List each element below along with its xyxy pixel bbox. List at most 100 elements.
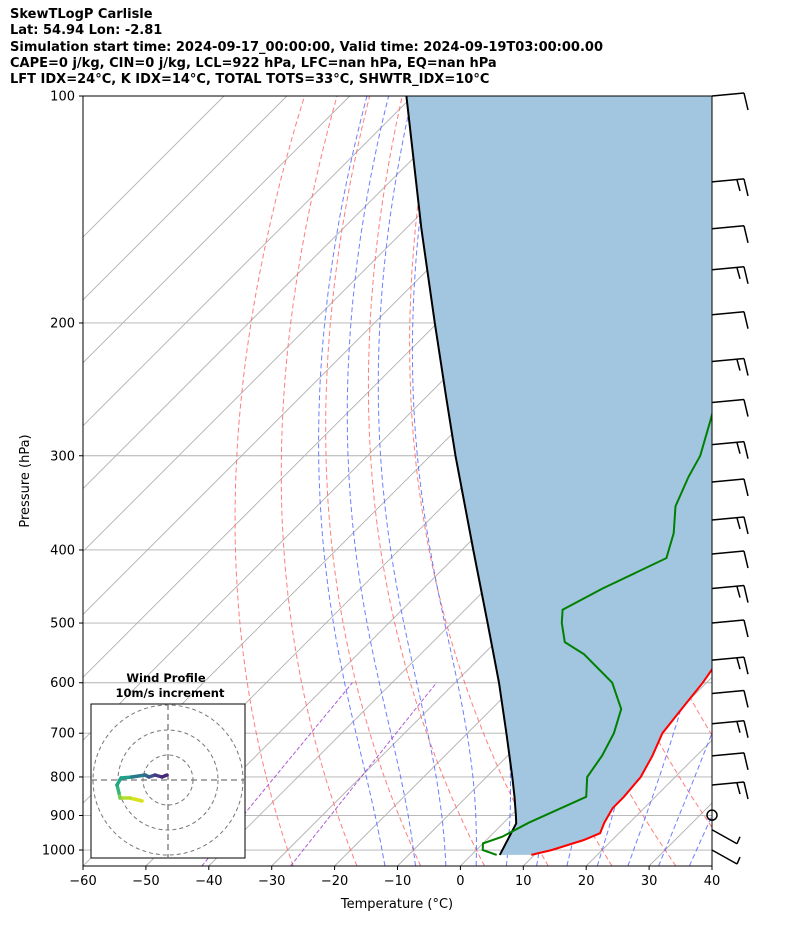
moist-adiabat-line xyxy=(346,96,416,866)
isotherm-line xyxy=(83,96,351,364)
dry-adiabat-line xyxy=(728,96,794,866)
wind-barb-feather xyxy=(743,781,749,800)
y-tick-label: 300 xyxy=(50,449,75,464)
wind-barb xyxy=(711,752,745,757)
y-tick-label: 600 xyxy=(50,676,75,691)
wind-barb-feather xyxy=(743,311,749,329)
wind-barb-feather xyxy=(736,782,741,795)
wind-barb xyxy=(711,266,745,271)
wind-barb xyxy=(711,178,745,183)
isotherm-line xyxy=(775,96,794,866)
wind-barb-feather xyxy=(743,441,749,459)
wind-barb-feather xyxy=(736,517,741,530)
x-tick-label: 30 xyxy=(641,874,658,889)
wind-barb-feather xyxy=(743,619,749,638)
dry-adiabat-line xyxy=(367,96,485,866)
wind-barb-feather xyxy=(736,359,741,371)
mixing-ratio-line xyxy=(290,682,437,866)
y-tick-label: 500 xyxy=(50,617,75,632)
wind-barb xyxy=(711,619,745,624)
x-tick-label: −50 xyxy=(132,874,159,889)
wind-barb xyxy=(711,719,745,725)
moist-adiabat-line xyxy=(377,96,447,866)
wind-barb-feather xyxy=(743,92,749,111)
wind-barb-feather xyxy=(736,836,741,845)
wind-barb xyxy=(711,516,745,521)
moist-adiabat-line xyxy=(411,96,477,866)
x-tick-label: 10 xyxy=(515,874,532,889)
wind-barb xyxy=(711,689,745,695)
dry-adiabat-line xyxy=(234,96,305,866)
wind-barb-feather xyxy=(743,399,749,417)
wind-barb xyxy=(711,829,738,845)
wind-barb-feather xyxy=(736,179,741,192)
hodograph-segment xyxy=(160,773,169,779)
parcel-profile-line xyxy=(405,96,518,856)
wind-barb-feather xyxy=(743,266,749,284)
wind-barb-feather xyxy=(736,657,741,670)
wind-barb-feather xyxy=(743,358,749,376)
wind-barb-feather xyxy=(743,225,749,243)
chart-title: SkewTLogP Carlisle xyxy=(10,7,153,22)
isotherm-line xyxy=(334,487,712,866)
wind-barb-feather xyxy=(736,856,741,865)
y-tick-label: 800 xyxy=(50,770,75,785)
y-tick-label: 200 xyxy=(50,316,75,331)
time-line: Simulation start time: 2024-09-17_00:00:… xyxy=(10,39,603,55)
wind-barb-feather xyxy=(736,721,741,733)
chart-header: SkewTLogP Carlisle Lat: 54.94 Lon: -2.81… xyxy=(10,7,603,88)
wind-barb-feather xyxy=(743,516,749,535)
wind-barb xyxy=(711,310,745,316)
hodograph-segment xyxy=(128,796,144,803)
wind-barb-feather xyxy=(736,586,741,598)
x-tick-label: −60 xyxy=(69,874,96,889)
x-tick-label: 0 xyxy=(456,874,464,889)
wind-barb-feather xyxy=(743,690,749,708)
moist-adiabat-line xyxy=(318,96,386,866)
dewpoint-line xyxy=(481,410,712,856)
x-tick-label: 20 xyxy=(578,874,595,889)
location-line: Lat: 54.94 Lon: -2.81 xyxy=(10,23,163,39)
moist-adiabat-line xyxy=(720,96,794,866)
inset-title-line1: Wind Profile xyxy=(126,671,206,685)
y-tick-label: 1000 xyxy=(42,844,75,859)
x-tick-label: −40 xyxy=(195,874,222,889)
wind-barb xyxy=(711,357,745,363)
temperature-line xyxy=(531,667,712,856)
x-tick-label: −20 xyxy=(321,874,348,889)
isotherm-line xyxy=(83,96,539,553)
index-line: LFT IDX=24°C, K IDX=14°C, TOTAL TOTS=33°… xyxy=(10,72,490,88)
wind-barb-feather xyxy=(743,178,749,197)
isotherm-line xyxy=(83,96,476,490)
wind-barb xyxy=(711,440,745,446)
x-tick-label: −10 xyxy=(384,874,411,889)
wind-barb-feather xyxy=(743,585,749,603)
wind-barb xyxy=(711,478,745,483)
wind-barb xyxy=(711,92,745,97)
hodograph-segment xyxy=(130,773,147,779)
wind-barb-feather xyxy=(743,656,749,675)
y-tick-label: 700 xyxy=(50,727,75,742)
x-axis-label: Temperature (°C) xyxy=(340,897,453,912)
isotherm-line xyxy=(83,96,288,301)
wind-barb xyxy=(711,656,745,661)
cape-line: CAPE=0 j/kg, CIN=0 j/kg, LCL=922 hPa, LF… xyxy=(10,55,497,71)
wind-barb xyxy=(711,584,745,590)
wind-barb-feather xyxy=(743,550,749,569)
wind-barb xyxy=(711,225,745,230)
wind-barb-feather xyxy=(736,442,741,454)
wind-barb-feather xyxy=(736,267,741,279)
wind-barb xyxy=(711,550,745,555)
wind-barb xyxy=(711,849,738,865)
dry-adiabat-line xyxy=(280,96,358,866)
dry-adiabat-line xyxy=(761,96,794,866)
x-tick-label: −30 xyxy=(258,874,285,889)
x-tick-label: 40 xyxy=(704,874,721,889)
inset-title-line2: 10m/s increment xyxy=(116,686,225,700)
y-tick-label: 100 xyxy=(50,90,75,105)
hodograph-segment xyxy=(119,775,134,780)
moist-adiabat-line xyxy=(627,96,712,866)
y-axis-label: Pressure (hPa) xyxy=(18,434,33,527)
isotherm-line xyxy=(83,96,414,427)
